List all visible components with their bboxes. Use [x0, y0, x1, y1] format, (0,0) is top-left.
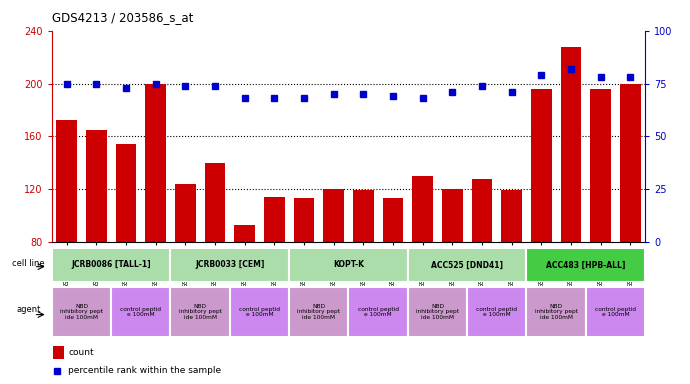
Bar — [52, 248, 170, 281]
Bar — [170, 248, 289, 281]
Text: KOPT-K: KOPT-K — [333, 260, 364, 270]
Bar — [408, 286, 467, 338]
Bar — [289, 248, 408, 281]
Bar — [204, 163, 226, 348]
Bar — [467, 286, 526, 338]
Text: control peptid
e 100mM: control peptid e 100mM — [239, 306, 280, 318]
Bar — [526, 248, 645, 281]
Text: control peptid
e 100mM: control peptid e 100mM — [120, 306, 161, 318]
Text: control peptid
e 100mM: control peptid e 100mM — [476, 306, 518, 318]
Text: NBD
inhibitory pept
ide 100mM: NBD inhibitory pept ide 100mM — [179, 304, 221, 320]
Text: JCRB0033 [CEM]: JCRB0033 [CEM] — [195, 260, 264, 270]
Bar — [353, 190, 374, 348]
Text: NBD
inhibitory pept
ide 100mM: NBD inhibitory pept ide 100mM — [297, 304, 340, 320]
Text: GDS4213 / 203586_s_at: GDS4213 / 203586_s_at — [52, 12, 193, 25]
Text: NBD
inhibitory pept
ide 100mM: NBD inhibitory pept ide 100mM — [416, 304, 459, 320]
Bar — [471, 179, 493, 348]
Bar — [348, 286, 408, 338]
Bar — [590, 89, 611, 348]
Bar — [86, 130, 107, 348]
Bar — [52, 286, 111, 338]
Text: cell line: cell line — [12, 259, 45, 268]
Bar — [560, 46, 582, 348]
Bar — [289, 286, 348, 338]
Bar — [170, 286, 230, 338]
Bar — [145, 84, 166, 348]
Text: ACC483 [HPB-ALL]: ACC483 [HPB-ALL] — [546, 260, 626, 270]
Bar — [442, 189, 463, 348]
Bar — [230, 286, 289, 338]
Bar — [293, 199, 315, 348]
Text: NBD
inhibitory pept
ide 100mM: NBD inhibitory pept ide 100mM — [60, 304, 103, 320]
Bar — [412, 176, 433, 348]
Bar — [175, 184, 196, 348]
Bar — [56, 121, 77, 348]
Bar — [115, 144, 137, 348]
Bar — [620, 84, 641, 348]
Text: NBD
inhibitory pept
ide 100mM: NBD inhibitory pept ide 100mM — [535, 304, 578, 320]
Bar — [526, 286, 586, 338]
Text: control peptid
e 100mM: control peptid e 100mM — [357, 306, 399, 318]
Bar — [323, 189, 344, 348]
Bar — [53, 346, 63, 359]
Text: ACC525 [DND41]: ACC525 [DND41] — [431, 260, 503, 270]
Bar — [382, 199, 404, 348]
Bar — [408, 248, 526, 281]
Bar — [586, 286, 645, 338]
Bar — [111, 286, 170, 338]
Text: count: count — [68, 348, 94, 357]
Text: percentile rank within the sample: percentile rank within the sample — [68, 366, 221, 375]
Bar — [501, 190, 522, 348]
Bar — [531, 89, 552, 348]
Text: control peptid
e 100mM: control peptid e 100mM — [595, 306, 636, 318]
Bar — [234, 225, 255, 348]
Bar — [264, 197, 285, 348]
Text: JCRB0086 [TALL-1]: JCRB0086 [TALL-1] — [71, 260, 151, 270]
Text: agent: agent — [17, 305, 41, 314]
